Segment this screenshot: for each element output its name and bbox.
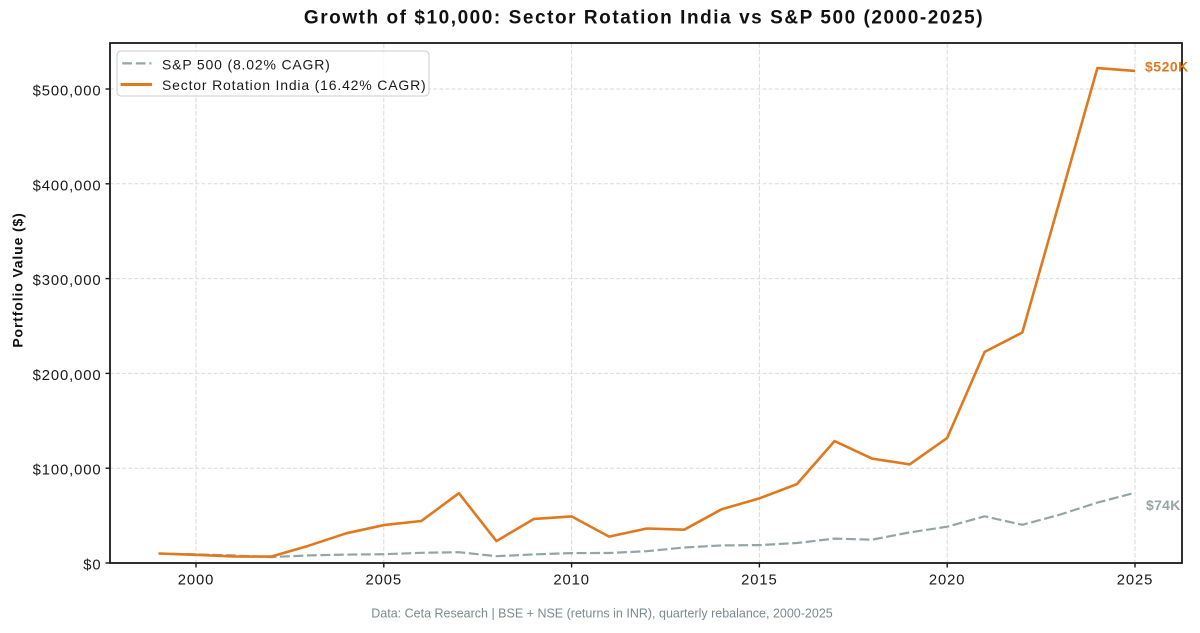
svg-text:2010: 2010 [553, 572, 590, 588]
svg-text:Growth of $10,000: Sector Rota: Growth of $10,000: Sector Rotation India… [304, 7, 984, 28]
svg-text:2020: 2020 [929, 572, 966, 588]
svg-text:$74K: $74K [1146, 497, 1181, 513]
svg-text:$0: $0 [83, 558, 101, 574]
svg-text:Portfolio Value ($): Portfolio Value ($) [10, 212, 26, 347]
svg-text:$400,000: $400,000 [33, 178, 102, 194]
svg-text:2015: 2015 [741, 572, 778, 588]
svg-text:2000: 2000 [178, 572, 215, 588]
svg-text:$300,000: $300,000 [33, 273, 102, 289]
svg-text:Data: Ceta Research | BSE + NS: Data: Ceta Research | BSE + NSE (returns… [371, 606, 833, 620]
svg-text:$200,000: $200,000 [33, 368, 102, 384]
svg-text:Sector Rotation India (16.42%: Sector Rotation India (16.42% CAGR) [162, 77, 426, 93]
svg-text:$520K: $520K [1145, 59, 1189, 75]
svg-text:2005: 2005 [366, 572, 403, 588]
svg-text:2025: 2025 [1117, 572, 1154, 588]
svg-text:S&P 500 (8.02% CAGR): S&P 500 (8.02% CAGR) [162, 57, 331, 73]
svg-text:$100,000: $100,000 [33, 463, 102, 479]
svg-text:$500,000: $500,000 [33, 84, 102, 100]
